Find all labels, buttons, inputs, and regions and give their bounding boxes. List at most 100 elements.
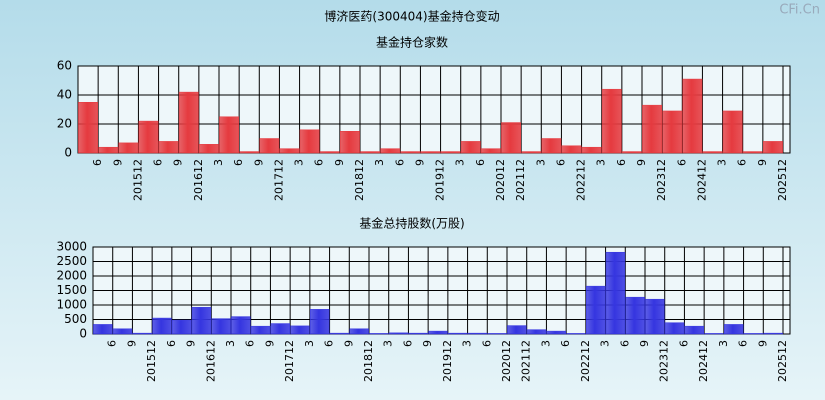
bar: [664, 322, 685, 335]
x-tick-label: 6: [677, 340, 690, 347]
x-tick-label: 202512: [776, 340, 789, 382]
bar: [310, 309, 330, 335]
x-tick-label: 202412: [695, 159, 708, 201]
x-tick-label: 9: [263, 340, 276, 347]
bar: [481, 148, 501, 154]
x-tick-label: 201612: [204, 340, 217, 382]
bar: [501, 122, 521, 154]
x-tick-label: 201712: [283, 340, 296, 382]
y-tick-label: 1500: [56, 283, 87, 297]
bar: [118, 142, 139, 154]
bar: [138, 120, 159, 154]
x-tick-label: 3: [534, 159, 547, 166]
x-tick-label: 6: [323, 340, 336, 347]
bar: [270, 323, 290, 335]
x-tick-label: 202012: [500, 340, 513, 382]
x-tick-label: 201712: [272, 159, 285, 201]
bar: [231, 316, 251, 335]
x-tick-label: 3: [293, 159, 306, 166]
bar: [662, 110, 683, 154]
bar: [743, 333, 764, 335]
x-tick-label: 9: [252, 159, 265, 166]
bar: [763, 141, 783, 154]
x-tick-label: 3: [716, 159, 729, 166]
y-tick-label: 60: [57, 59, 72, 73]
y-tick-label: 20: [57, 117, 72, 131]
bar: [279, 148, 300, 154]
x-tick-label: 9: [185, 340, 198, 347]
bar: [742, 151, 763, 154]
bar: [546, 330, 566, 335]
bar: [329, 332, 350, 335]
bar: [172, 319, 192, 335]
bar: [763, 332, 783, 335]
x-tick-label: 201812: [353, 159, 366, 201]
bar: [152, 317, 172, 335]
bar: [507, 325, 527, 335]
bar: [211, 318, 231, 335]
bar: [132, 332, 152, 335]
bar: [645, 298, 665, 335]
bar: [440, 151, 461, 154]
x-tick-label: 6: [165, 340, 178, 347]
x-tick-label: 6: [91, 159, 104, 166]
bar: [722, 110, 743, 154]
chart-subtitle: 基金持仓家数: [376, 35, 448, 50]
x-tick-label: 9: [638, 340, 651, 347]
bar: [526, 329, 547, 335]
x-tick-label: 202012: [494, 159, 507, 201]
chart-title: 博济医药(300404)基金持仓变动: [324, 9, 499, 24]
chart-subtitle: 基金总持股数(万股): [359, 216, 464, 231]
bar: [467, 332, 488, 335]
x-tick-label: 3: [539, 340, 552, 347]
bar: [299, 129, 320, 154]
bar: [158, 141, 179, 154]
x-tick-label: 6: [559, 340, 572, 347]
x-tick-label: 9: [635, 159, 648, 166]
x-tick-label: 201912: [441, 340, 454, 382]
x-tick-label: 202112: [514, 159, 527, 201]
bar: [521, 151, 542, 154]
bar: [581, 146, 602, 154]
x-tick-label: 6: [675, 159, 688, 166]
x-tick-label: 6: [474, 159, 487, 166]
bar: [541, 138, 562, 154]
x-tick-label: 6: [393, 159, 406, 166]
bar: [566, 333, 586, 335]
bar: [112, 328, 133, 335]
x-tick-label: 9: [111, 159, 124, 166]
bar: [460, 141, 481, 154]
x-tick-label: 202212: [575, 159, 588, 201]
x-tick-label: 9: [125, 340, 138, 347]
x-tick-label: 6: [244, 340, 257, 347]
bar: [684, 325, 704, 335]
x-tick-label: 3: [595, 159, 608, 166]
x-tick-label: 9: [413, 159, 426, 166]
y-tick-label: 2000: [56, 269, 87, 283]
bar: [561, 145, 582, 154]
x-tick-label: 9: [756, 159, 769, 166]
bar: [349, 328, 369, 335]
x-tick-label: 202112: [520, 340, 533, 382]
bar: [448, 332, 468, 335]
bar: [319, 151, 340, 154]
bar: [642, 104, 662, 154]
x-tick-label: 9: [333, 159, 346, 166]
bar: [682, 78, 703, 154]
x-tick-label: 202312: [658, 340, 671, 382]
x-tick-label: 201812: [362, 340, 375, 382]
x-tick-label: 202312: [655, 159, 668, 201]
x-tick-label: 201512: [131, 159, 144, 201]
bar: [420, 151, 441, 154]
x-tick-label: 6: [106, 340, 119, 347]
x-tick-label: 9: [172, 159, 185, 166]
x-tick-label: 6: [152, 159, 165, 166]
bar: [93, 324, 113, 335]
bar: [487, 333, 507, 335]
bar: [586, 285, 606, 335]
x-tick-label: 6: [736, 159, 749, 166]
y-tick-label: 1000: [56, 298, 87, 312]
bar: [250, 325, 271, 335]
bar: [605, 251, 626, 335]
